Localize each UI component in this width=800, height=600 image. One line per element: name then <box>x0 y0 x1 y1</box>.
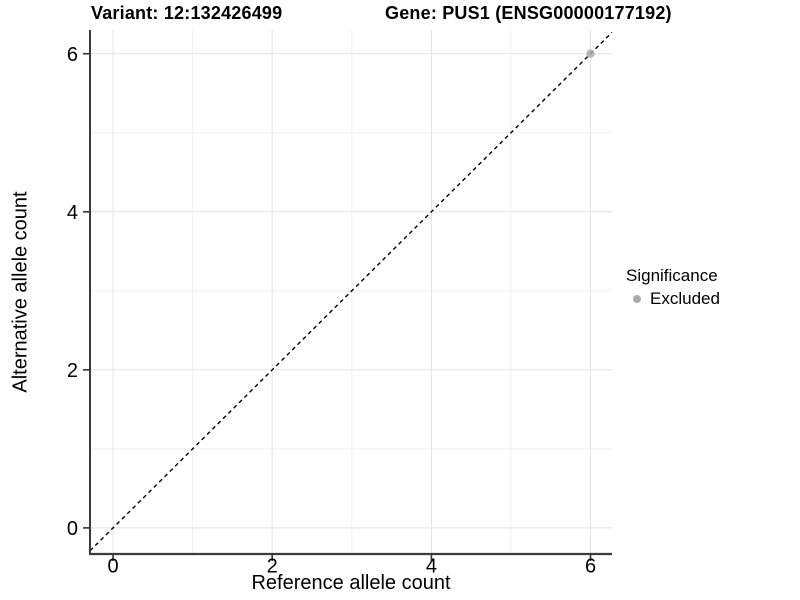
x-tick-label: 4 <box>426 556 437 578</box>
plot-title-variant: Variant: 12:132426499 <box>91 3 283 23</box>
y-tick-label: 6 <box>67 44 78 66</box>
y-tick-label: 0 <box>67 518 78 540</box>
legend: Significance Excluded <box>626 266 720 309</box>
y-tick-label: 4 <box>67 202 78 224</box>
y-tick-label: 2 <box>67 360 78 382</box>
excluded-point-swatch <box>633 295 641 303</box>
x-tick-label: 0 <box>108 556 119 578</box>
x-tick-label: 2 <box>267 556 278 578</box>
legend-title: Significance <box>626 266 718 285</box>
identity-line <box>89 31 613 552</box>
legend-entry-excluded: Excluded <box>626 289 720 309</box>
legend-entry-label: Excluded <box>650 289 720 308</box>
x-axis-title: Reference allele count <box>251 572 451 594</box>
x-tick-label: 6 <box>585 556 596 578</box>
data-point <box>586 49 595 58</box>
plot-title-gene: Gene: PUS1 (ENSG00000177192) <box>385 3 672 23</box>
